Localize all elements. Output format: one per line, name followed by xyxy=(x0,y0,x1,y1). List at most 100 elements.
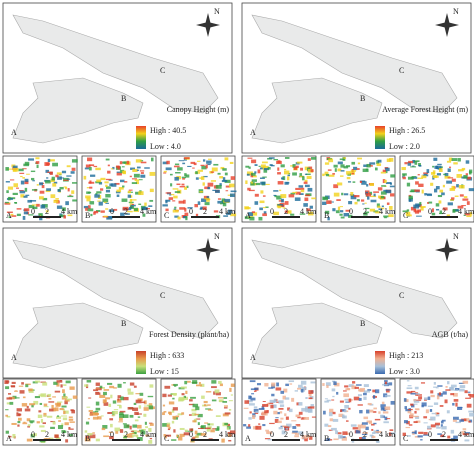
pixel xyxy=(423,172,429,175)
pixel xyxy=(148,422,153,424)
pixel xyxy=(279,189,282,192)
pixel xyxy=(43,414,47,417)
pixel xyxy=(285,383,289,387)
pixel xyxy=(343,166,349,169)
pixel xyxy=(119,411,124,415)
pixel xyxy=(433,381,436,385)
pixel xyxy=(361,433,368,436)
pixel xyxy=(449,386,454,390)
pixel xyxy=(269,422,275,425)
legend-ramp xyxy=(136,351,146,374)
pixel xyxy=(292,426,297,429)
pixel xyxy=(367,196,370,200)
pixel xyxy=(259,415,265,420)
pixel xyxy=(143,413,147,417)
pixel xyxy=(409,190,415,193)
pixel xyxy=(103,389,110,391)
pixel xyxy=(4,380,9,385)
pixel xyxy=(359,409,363,414)
pixel xyxy=(426,193,432,195)
pixel xyxy=(149,423,154,426)
pixel xyxy=(384,394,391,397)
pixel xyxy=(217,200,223,204)
pixel xyxy=(69,386,75,390)
pixel xyxy=(307,168,314,173)
pixel xyxy=(245,180,248,184)
pixel xyxy=(176,183,181,186)
pixel xyxy=(129,425,132,430)
pixel xyxy=(295,165,299,169)
pixel xyxy=(244,216,250,220)
pixel xyxy=(351,161,356,165)
pixel xyxy=(324,439,330,441)
pixel xyxy=(248,424,251,427)
pixel xyxy=(383,189,388,192)
pixel xyxy=(371,435,376,439)
scale-label: 2 xyxy=(45,207,49,216)
pixel xyxy=(112,166,115,170)
pixel xyxy=(14,202,17,204)
pixel xyxy=(163,170,167,173)
pixel xyxy=(352,427,359,430)
pixel xyxy=(180,386,187,389)
legend-high: High : 40.5 xyxy=(150,126,186,135)
pixel xyxy=(388,432,392,436)
pixel xyxy=(418,396,423,400)
inset-label: B xyxy=(324,434,329,443)
pixel xyxy=(452,416,459,420)
pixel xyxy=(40,418,44,423)
pixel xyxy=(225,185,231,188)
pixel xyxy=(184,186,187,190)
pixel xyxy=(352,381,356,384)
pixel xyxy=(437,385,443,387)
pixel xyxy=(295,191,301,195)
pixel xyxy=(226,423,231,427)
pixel xyxy=(163,434,166,437)
pixel xyxy=(435,165,442,170)
pixel xyxy=(469,394,474,398)
pixel xyxy=(249,380,256,383)
inset-label: B xyxy=(85,211,90,220)
pixel xyxy=(304,184,310,188)
legend-high: High : 26.5 xyxy=(389,126,425,135)
pixel xyxy=(64,399,70,402)
pixel xyxy=(61,415,68,417)
pixel xyxy=(461,431,465,435)
pixel xyxy=(88,409,93,413)
pixel xyxy=(337,206,341,211)
pixel xyxy=(32,433,37,437)
pixel xyxy=(33,400,39,405)
pixel xyxy=(112,400,117,404)
pixel xyxy=(194,430,198,435)
pixel xyxy=(389,185,395,188)
pixel xyxy=(12,434,16,438)
pixel xyxy=(59,186,64,190)
pixel xyxy=(86,197,91,202)
pixel xyxy=(248,166,251,169)
pixel xyxy=(71,167,76,171)
pixel xyxy=(45,169,50,173)
pixel xyxy=(162,412,165,416)
pixel xyxy=(348,398,352,403)
pixel xyxy=(23,208,30,212)
pixel xyxy=(168,426,171,429)
pixel xyxy=(228,439,232,442)
pixel xyxy=(217,397,224,399)
pixel xyxy=(365,426,369,431)
pixel xyxy=(122,396,129,401)
pixel xyxy=(49,171,53,175)
pixel xyxy=(198,427,204,430)
pixel xyxy=(134,207,138,211)
pixel xyxy=(224,412,231,415)
pixel xyxy=(361,422,368,425)
pixel xyxy=(18,168,24,172)
pixel xyxy=(51,176,55,181)
pixel xyxy=(407,385,412,387)
pixel xyxy=(121,166,125,168)
pixel xyxy=(162,393,167,398)
pixel xyxy=(456,184,459,188)
legend-ramp xyxy=(375,351,385,374)
pixel xyxy=(217,172,221,175)
pixel xyxy=(267,438,272,441)
